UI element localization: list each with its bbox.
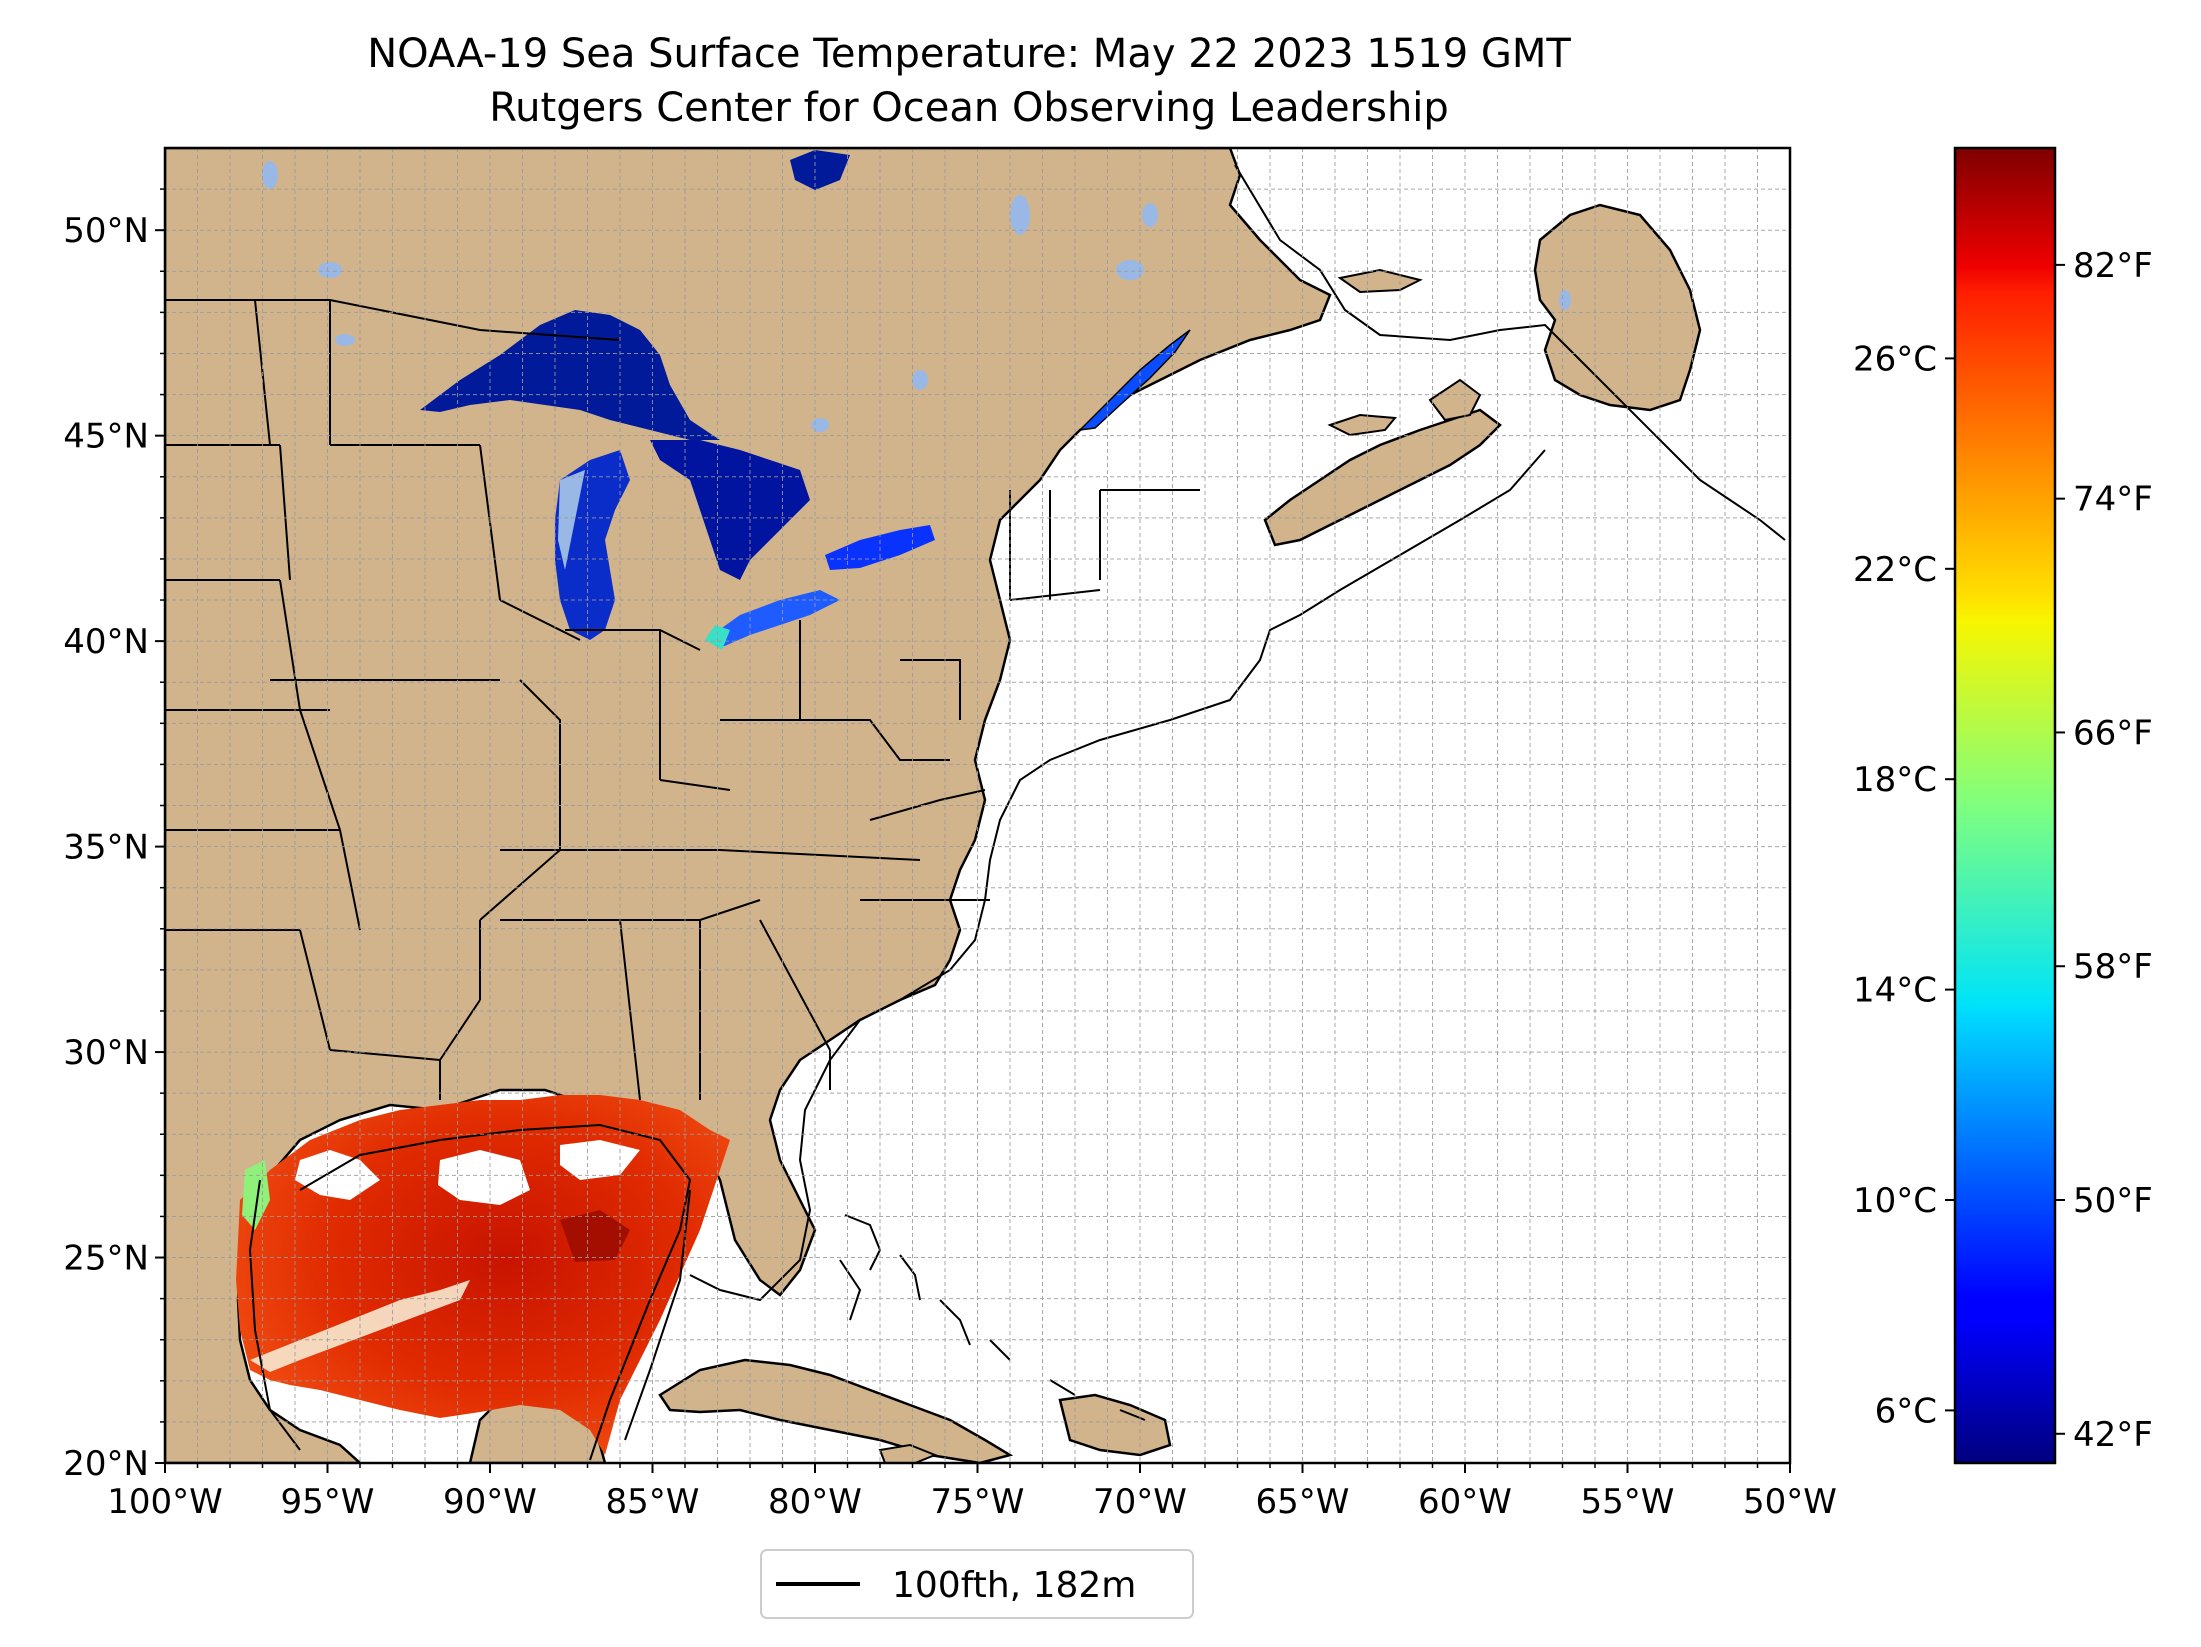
- latitude-axis: 20°N 25°N 30°N 35°N 40°N 45°N 50°N: [63, 188, 165, 1484]
- lat-tick-label: 25°N: [63, 1239, 149, 1279]
- land-jamaica: [878, 1443, 938, 1463]
- celsius-tick-label: 26°C: [1853, 339, 1937, 379]
- page-title: NOAA-19 Sea Surface Temperature: May 22 …: [367, 31, 1571, 77]
- lon-tick-label: 50°W: [1743, 1482, 1837, 1522]
- lake-michigan-unobserved: [558, 470, 585, 570]
- fahrenheit-tick-label: 42°F: [2073, 1415, 2153, 1455]
- longitude-axis: 100°W 95°W 90°W 85°W 80°W 75°W 70°W 65°W 60°W 55°…: [107, 1463, 1837, 1522]
- celsius-tick-label: 18°C: [1853, 760, 1937, 800]
- celsius-tick-label: 6°C: [1875, 1391, 1937, 1431]
- gulf-cloud-4: [280, 1395, 370, 1425]
- map-gridlines: [165, 148, 1790, 1463]
- land-newfoundland: [1533, 203, 1702, 412]
- fahrenheit-tick-label: 66°F: [2073, 713, 2153, 753]
- lon-tick-label: 80°W: [768, 1482, 862, 1522]
- land-pei: [1327, 413, 1397, 437]
- lake-erie: [705, 590, 840, 648]
- lon-tick-label: 90°W: [443, 1482, 537, 1522]
- lon-tick-label: 55°W: [1581, 1482, 1675, 1522]
- colorbar-gradient: [1953, 146, 2057, 1465]
- colorbar-fahrenheit-ticks: 42°F 50°F 58°F 66°F 74°F 82°F: [2055, 246, 2153, 1455]
- fahrenheit-tick-label: 74°F: [2073, 480, 2153, 520]
- celsius-tick-label: 14°C: [1853, 971, 1937, 1011]
- lat-tick-label: 30°N: [63, 1033, 149, 1073]
- lake-erie-warm-fringe: [705, 625, 730, 650]
- lat-tick-label: 45°N: [63, 417, 149, 457]
- lat-tick-label: 40°N: [63, 622, 149, 662]
- lon-tick-label: 100°W: [107, 1482, 223, 1522]
- land-cape-breton: [1428, 378, 1482, 422]
- legend-box: [760, 1549, 1194, 1619]
- great-lakes-sst: [420, 150, 1191, 650]
- lon-tick-label: 95°W: [281, 1482, 375, 1522]
- lake-huron: [650, 440, 810, 580]
- lat-tick-label: 35°N: [63, 828, 149, 868]
- fahrenheit-tick-label: 82°F: [2073, 246, 2153, 286]
- gulf-cloud-2: [438, 1150, 530, 1205]
- lat-tick-label: 50°N: [63, 211, 149, 251]
- legend: 100fth, 182m: [760, 1549, 1194, 1619]
- inland-lakes: [262, 161, 1571, 432]
- lat-tick-label: 20°N: [63, 1444, 149, 1484]
- land-cuba: [658, 1358, 1014, 1463]
- lon-tick-label: 60°W: [1418, 1482, 1512, 1522]
- celsius-tick-label: 10°C: [1853, 1181, 1937, 1221]
- lon-tick-label: 75°W: [931, 1482, 1025, 1522]
- colorbar-celsius-ticks: 6°C 10°C 14°C 18°C 22°C 26°C: [1853, 339, 1955, 1431]
- land-bahamas: [839, 1214, 1146, 1421]
- gulf-dark-core: [560, 1210, 630, 1262]
- land-nova-scotia: [1263, 408, 1502, 547]
- lake-superior: [420, 310, 720, 440]
- page-subtitle: Rutgers Center for Ocean Observing Leade…: [489, 85, 1449, 131]
- lon-tick-label: 85°W: [606, 1482, 700, 1522]
- land-hispaniola: [1058, 1393, 1172, 1457]
- state-borders: [165, 299, 1200, 1101]
- gulf-cloud-1: [295, 1150, 380, 1200]
- fahrenheit-tick-label: 50°F: [2073, 1181, 2153, 1221]
- lon-tick-label: 65°W: [1256, 1482, 1350, 1522]
- colorbar: 6°C 10°C 14°C 18°C 22°C 26°C 42°F 50°F 58°F 66°F…: [1853, 146, 2153, 1465]
- fahrenheit-tick-label: 58°F: [2073, 947, 2153, 987]
- isobath-gulf-ring: [299, 1123, 692, 1461]
- celsius-tick-label: 22°C: [1853, 550, 1937, 590]
- legend-label: 100fth, 182m: [892, 1565, 1136, 1606]
- lon-tick-label: 70°W: [1093, 1482, 1187, 1522]
- map-panel: 100°W 95°W 90°W 85°W 80°W 75°W 70°W 65°W 60°W 55°…: [63, 146, 1837, 1522]
- hudson-bay-fragment: [790, 150, 850, 190]
- isobath-100fth: [248, 164, 1786, 1451]
